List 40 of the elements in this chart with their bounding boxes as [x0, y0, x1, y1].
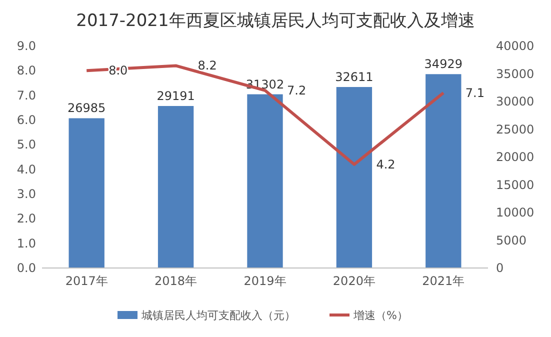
bar	[68, 118, 104, 268]
y-tick-label: 9.0	[16, 39, 36, 53]
x-tick-label: 2019年	[244, 274, 286, 288]
data-label: 7.2	[287, 83, 306, 98]
bar	[247, 94, 283, 268]
data-label: 34929	[424, 57, 462, 72]
y-tick-label: 8.0	[16, 64, 36, 78]
bar	[426, 74, 462, 268]
y2-tick-label: 35000	[496, 66, 534, 81]
y2-tick-label: 30000	[496, 94, 534, 108]
y2-tick-label: 10000	[496, 206, 534, 220]
x-tick-label: 2017年	[65, 274, 108, 288]
y2-tick-label: 40000	[496, 39, 534, 53]
data-label: 32611	[335, 70, 374, 84]
y-tick-label: 2.0	[16, 212, 36, 226]
data-label: 8.2	[198, 58, 217, 73]
x-tick-label: 2018年	[154, 274, 198, 288]
y2-tick-label: 0	[496, 261, 504, 275]
bar	[158, 106, 194, 268]
y-tick-label: 4.0	[16, 162, 36, 176]
y-tick-label: 6.0	[16, 113, 36, 127]
bar	[336, 87, 372, 268]
y2-tick-label: 15000	[496, 178, 534, 192]
legend-label: 增速（%）	[352, 309, 408, 322]
y-tick-label: 5.0	[16, 138, 36, 152]
data-label: 7.1	[465, 86, 484, 100]
y-tick-label: 0.0	[16, 261, 36, 275]
data-label: 29191	[156, 88, 195, 103]
data-label: 26985	[68, 101, 106, 116]
chart-title: 2017-2021年西夏区城镇居民人均可支配收入及增速	[76, 11, 475, 31]
y2-tick-label: 5000	[496, 233, 527, 248]
y2-tick-label: 25000	[496, 122, 534, 136]
y-tick-label: 1.0	[16, 236, 36, 250]
y2-tick-label: 20000	[496, 150, 534, 164]
y-tick-label: 3.0	[16, 187, 36, 201]
data-label: 4.2	[376, 157, 396, 172]
x-tick-label: 2021年	[422, 274, 465, 288]
legend-label: 城镇居民人均可支配收入（元）	[140, 309, 296, 322]
y-tick-label: 7.0	[16, 88, 36, 102]
x-tick-label: 2020年	[332, 274, 376, 288]
